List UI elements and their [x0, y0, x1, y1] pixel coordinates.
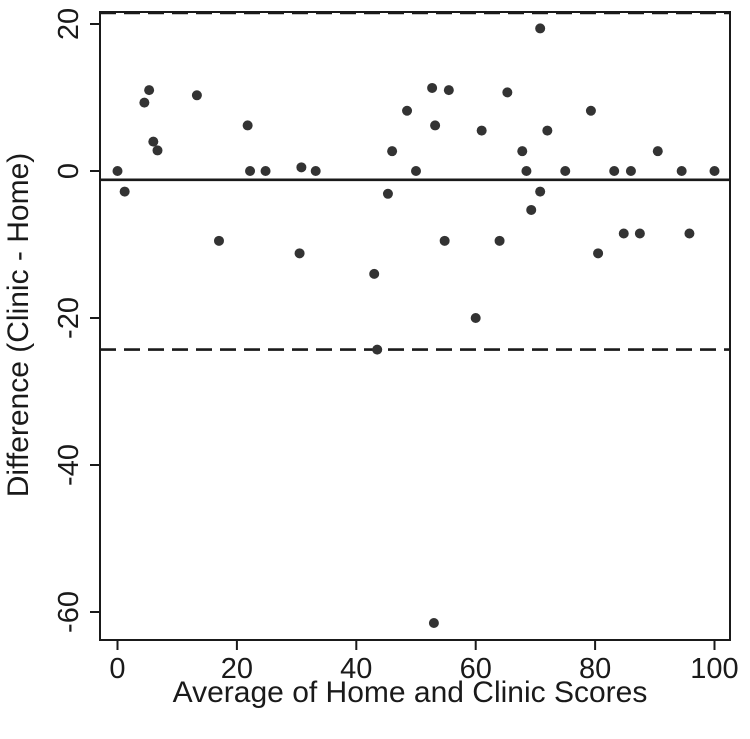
- data-points: [112, 23, 720, 629]
- data-point: [148, 136, 159, 147]
- data-point: [625, 166, 636, 176]
- x-tick-label: 0: [109, 653, 125, 685]
- data-point: [609, 166, 620, 176]
- y-tick-label: -40: [53, 444, 85, 486]
- data-point: [439, 235, 450, 246]
- data-point: [310, 166, 321, 176]
- data-point: [526, 204, 537, 215]
- data-point: [476, 125, 487, 136]
- data-point: [411, 166, 421, 176]
- data-point: [213, 235, 224, 246]
- plot-area: [99, 11, 731, 641]
- data-point: [402, 105, 413, 116]
- data-point: [618, 228, 629, 239]
- y-tick-label: -20: [53, 297, 85, 339]
- data-point: [296, 162, 307, 173]
- data-point: [535, 23, 546, 34]
- data-point: [502, 87, 513, 98]
- data-point: [152, 145, 163, 156]
- data-point: [245, 166, 256, 176]
- data-point: [494, 235, 505, 246]
- x-tick-label: 20: [221, 653, 253, 685]
- x-tick-label: 80: [579, 653, 611, 685]
- y-tick-label: 0: [53, 163, 85, 179]
- data-point: [191, 90, 202, 101]
- data-point: [517, 146, 528, 157]
- data-point: [521, 166, 532, 176]
- y-tick-label: -60: [53, 591, 85, 633]
- x-axis: 0 20 40 60 80 100: [109, 640, 739, 685]
- data-point: [684, 228, 695, 239]
- data-point: [560, 166, 571, 176]
- data-point: [542, 125, 553, 136]
- data-point: [387, 146, 398, 157]
- x-tick-label: 40: [340, 653, 372, 685]
- data-point: [593, 248, 604, 259]
- y-axis: 20 0 -20 -40 -60: [53, 8, 100, 633]
- data-point: [294, 248, 305, 259]
- data-point: [470, 313, 481, 323]
- data-point: [443, 85, 454, 96]
- data-point: [260, 166, 271, 176]
- data-point: [382, 188, 393, 199]
- data-point: [634, 228, 645, 239]
- x-axis-title: Average of Home and Clinic Scores: [173, 676, 648, 709]
- data-point: [430, 120, 441, 131]
- data-point: [139, 97, 150, 108]
- plot-frame: [99, 11, 731, 641]
- y-tick-label: 20: [53, 8, 85, 40]
- data-point: [372, 344, 383, 355]
- y-axis-title: Difference (Clinic - Home): [2, 153, 35, 498]
- x-tick-label: 60: [460, 653, 492, 685]
- data-point: [709, 166, 720, 176]
- data-point: [369, 268, 380, 279]
- reference-lines: [100, 11, 730, 351]
- data-point: [119, 186, 130, 197]
- data-point: [535, 186, 546, 197]
- data-point: [585, 105, 596, 116]
- data-point: [427, 82, 438, 93]
- data-point: [652, 146, 663, 157]
- x-tick-label: 100: [690, 653, 738, 685]
- data-point: [112, 166, 123, 176]
- data-point: [676, 166, 687, 176]
- data-point: [428, 618, 439, 629]
- data-point: [144, 85, 155, 96]
- data-point: [242, 120, 253, 131]
